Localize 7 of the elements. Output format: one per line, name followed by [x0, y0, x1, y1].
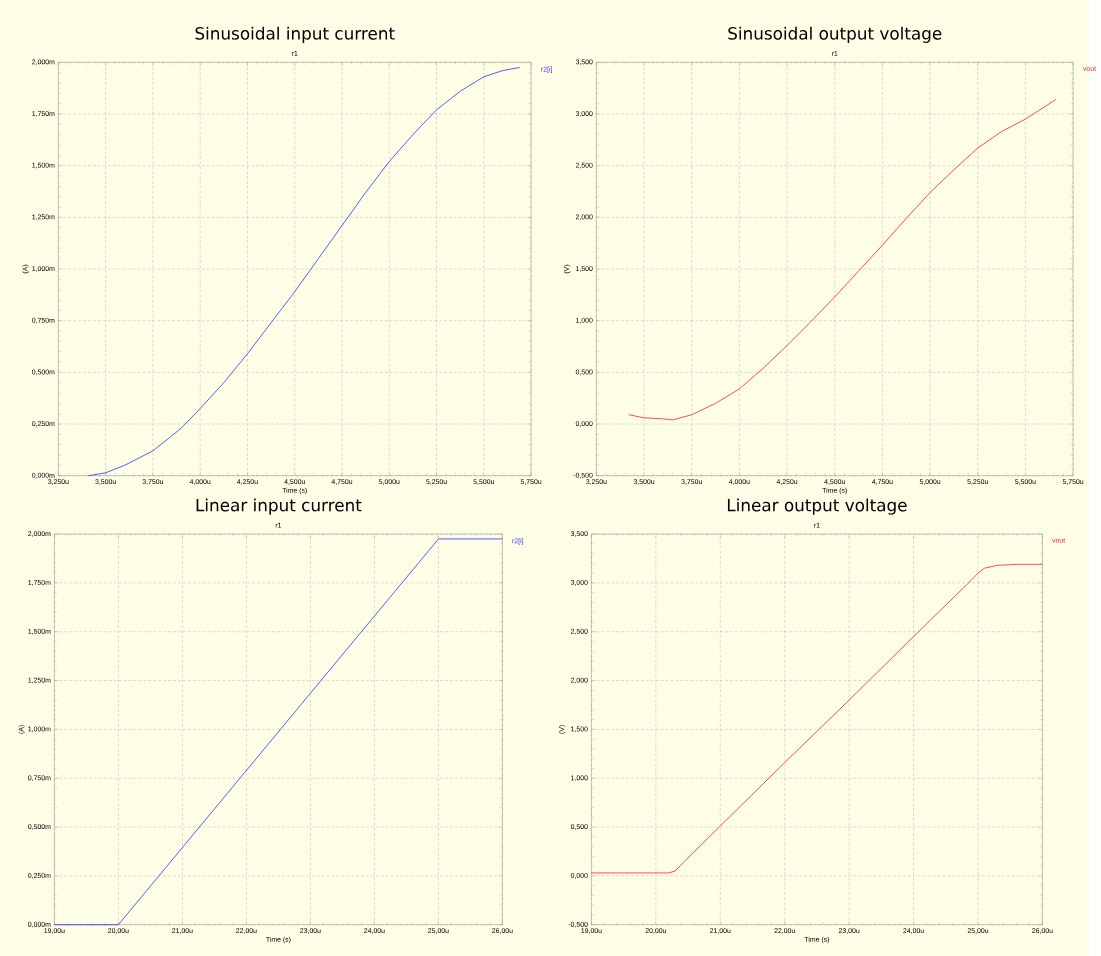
- line-series: [591, 563, 1043, 874]
- line-series: [88, 66, 521, 476]
- chart-title: Sinusoidal input current: [195, 26, 395, 43]
- chart-title: Sinusoidal output voltage: [728, 26, 942, 43]
- chart-title: Linear output voltage: [727, 498, 907, 515]
- chart-title: Linear input current: [196, 498, 362, 515]
- line-series: [628, 98, 1057, 421]
